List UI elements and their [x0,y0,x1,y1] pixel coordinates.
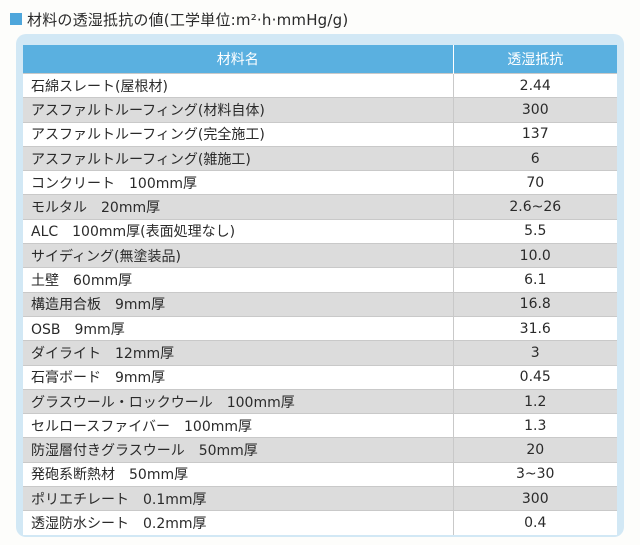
material-name-cell: サイディング(無塗装品) [23,243,454,268]
resistance-value-cell: 300 [453,486,617,511]
material-name-cell: アスファルトルーフィング(完全施工) [23,121,454,147]
resistance-value-cell: 0.4 [453,510,617,535]
material-name-cell: グラスウール・ロックウール 100mm厚 [23,388,454,414]
material-name-cell: 石綿スレート(屋根材) [23,72,454,98]
material-name-cell: ALC 100mm厚(表面処理なし) [23,218,454,244]
resistance-value-cell: 20 [453,437,617,463]
page-title-text: 材料の透湿抵抗の値(工学単位:m²·h·mmHg/g) [27,10,349,29]
resistance-value-cell: 10.0 [453,243,617,268]
resistance-value-cell: 1.2 [453,388,617,414]
table-row: アスファルトルーフィング(完全施工) 137 [23,121,617,147]
material-name-cell: OSB 9mm厚 [23,315,454,341]
table-row: アスファルトルーフィング(材料自体) 300 [23,97,617,123]
table-row: 構造用合板 9mm厚 16.8 [23,291,617,317]
table-row: 防湿層付きグラスウール 50mm厚 20 [23,437,617,463]
table-row: 土壁 60mm厚 6.1 [23,267,617,293]
resistance-value-cell: 300 [453,97,617,123]
table-header-row: 材料名 透湿抵抗 [23,45,617,74]
material-name-cell: アスファルトルーフィング(材料自体) [23,97,454,123]
table-row: ポリエチレート 0.1mm厚 300 [23,486,617,511]
resistance-value-cell: 6.1 [453,267,617,293]
material-name-cell: 石膏ボード 9mm厚 [23,364,454,390]
material-name-cell: 発砲系断熱材 50mm厚 [23,461,454,487]
column-header-resistance: 透湿抵抗 [453,45,617,74]
table-row: OSB 9mm厚 31.6 [23,315,617,341]
table-row: 石膏ボード 9mm厚 0.45 [23,364,617,390]
resistance-value-cell: 70 [453,170,617,195]
material-name-cell: 土壁 60mm厚 [23,267,454,293]
resistance-value-cell: 5.5 [453,218,617,244]
resistance-value-cell: 16.8 [453,291,617,317]
material-name-cell: モルタル 20mm厚 [23,194,454,220]
table-row: ALC 100mm厚(表面処理なし) 5.5 [23,218,617,244]
resistance-value-cell: 3~30 [453,461,617,487]
resistance-value-cell: 6 [453,145,617,171]
table-row: 石綿スレート(屋根材) 2.44 [23,72,617,98]
material-name-cell: 透湿防水シート 0.2mm厚 [23,510,454,535]
table-row: モルタル 20mm厚 2.6~26 [23,194,617,220]
resistance-value-cell: 31.6 [453,315,617,341]
table-row: 透湿防水シート 0.2mm厚 0.4 [23,510,617,535]
table-row: アスファルトルーフィング(雑施工) 6 [23,145,617,171]
table-row: 発砲系断熱材 50mm厚 3~30 [23,461,617,487]
material-name-cell: ダイライト 12mm厚 [23,340,454,366]
material-name-cell: コンクリート 100mm厚 [23,170,454,195]
column-header-material: 材料名 [23,45,454,74]
table-row: グラスウール・ロックウール 100mm厚 1.2 [23,388,617,414]
material-name-cell: 構造用合板 9mm厚 [23,291,454,317]
resistance-value-cell: 1.3 [453,413,617,438]
table-row: セルロースファイバー 100mm厚 1.3 [23,413,617,438]
table-row: コンクリート 100mm厚 70 [23,170,617,195]
resistance-value-cell: 3 [453,340,617,366]
material-name-cell: ポリエチレート 0.1mm厚 [23,486,454,511]
resistance-value-cell: 137 [453,121,617,147]
resistance-value-cell: 0.45 [453,364,617,390]
resistance-table: 材料名 透湿抵抗 石綿スレート(屋根材) 2.44 アスファルトルーフィング(材料… [23,45,617,535]
page-title: 材料の透湿抵抗の値(工学単位:m²·h·mmHg/g) [10,8,348,30]
square-bullet-icon [10,13,22,25]
material-name-cell: アスファルトルーフィング(雑施工) [23,145,454,171]
resistance-value-cell: 2.44 [453,72,617,98]
material-name-cell: セルロースファイバー 100mm厚 [23,413,454,438]
table-row: サイディング(無塗装品) 10.0 [23,243,617,268]
material-name-cell: 防湿層付きグラスウール 50mm厚 [23,437,454,463]
resistance-value-cell: 2.6~26 [453,194,617,220]
table-row: ダイライト 12mm厚 3 [23,340,617,366]
